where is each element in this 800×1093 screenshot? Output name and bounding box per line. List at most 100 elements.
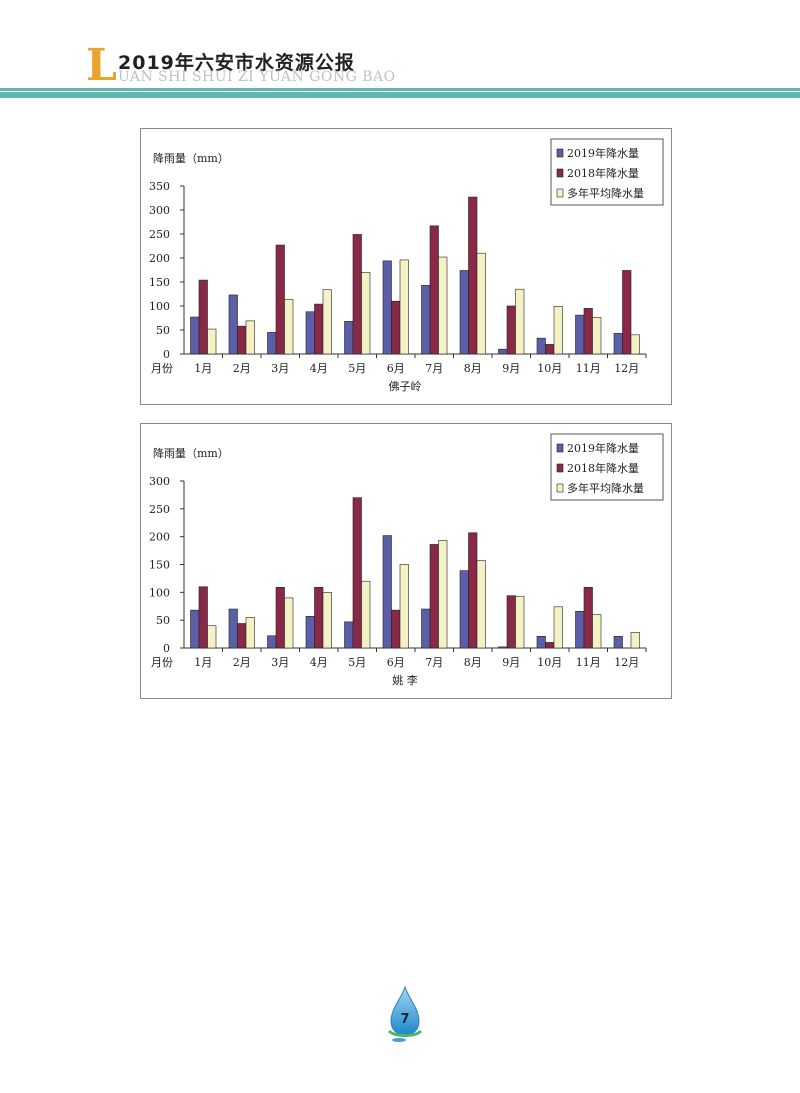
chart1-x-tick-label: 10月 (537, 362, 562, 375)
chart1-y-tick-label: 250 (149, 228, 170, 241)
chart-yaoli-svg: 降雨量（mm） 0 50 100 150 200 250 300 1月 2月 3月 4月 5月 6月 7月 8… (149, 433, 664, 687)
chart1-bar-2019 (613, 333, 623, 355)
chart2-x-tick-label: 12月 (614, 656, 639, 669)
chart1-bar-2019 (382, 260, 392, 355)
chart2-x-tick-label: 5月 (348, 656, 366, 669)
chart1-legend-label: 2019年降水量 (567, 146, 639, 160)
chart-fuziling: 降雨量（mm） 0 50 100 150 200 250 300 350 1月 2月 3月 4月 5月 6月… (140, 128, 672, 405)
chart2-y-tick-label: 250 (149, 503, 170, 516)
chart2-bar-2018 (506, 595, 516, 649)
chart1-x-tick-label: 9月 (502, 362, 520, 375)
chart2-x-tick-label: 1月 (194, 656, 212, 669)
chart1-legend (550, 138, 664, 206)
chart2-bar-2019 (267, 635, 277, 649)
chart1-bar-avg (322, 289, 332, 355)
chart2-x-tick-label: 9月 (502, 656, 520, 669)
chart1-bar-2018 (352, 234, 362, 355)
chart1-bar-2019 (228, 294, 238, 355)
chart2-bar-2019 (305, 615, 315, 649)
chart2-bar-2019 (459, 570, 469, 649)
chart1-y-tick-label: 350 (149, 180, 170, 193)
chart1-bar-2018 (622, 270, 632, 355)
chart1-x-tick-label: 5月 (348, 362, 366, 375)
chart2-y-tick-label: 300 (149, 475, 170, 488)
chart2-x-tick-label: 6月 (387, 656, 405, 669)
chart2-bar-2018 (391, 609, 401, 649)
chart2-bar-avg (361, 580, 371, 649)
chart-yaoli: 降雨量（mm） 0 50 100 150 200 250 300 1月 2月 3月 4月 5月 6月 7月 8… (140, 423, 672, 699)
chart1-bar-2019 (344, 321, 354, 355)
chart2-bar-avg (207, 625, 217, 649)
chart2-bar-2018 (545, 642, 555, 649)
chart1-x-tick-label: 1月 (194, 362, 212, 375)
chart2-legend-label: 2018年降水量 (567, 461, 639, 475)
chart2-y-tick-label: 0 (163, 642, 170, 655)
chart2-bar-2018 (237, 623, 247, 649)
chart1-y-tick-label: 200 (149, 252, 170, 265)
page-header: L 2019年六安市水资源公报 UAN SHI SHUI ZI YUAN GON… (0, 0, 800, 100)
chart2-bar-avg (438, 540, 448, 649)
chart1-bar-avg (207, 328, 217, 355)
chart2-bar-2019 (421, 608, 431, 649)
chart1-legend-swatch (556, 148, 564, 158)
chart1-bar-2018 (429, 225, 439, 355)
chart2-legend-swatch (556, 483, 564, 493)
chart1-bar-avg (284, 298, 294, 355)
chart2-bar-avg (515, 595, 525, 649)
chart1-bar-2019 (459, 270, 469, 355)
chart2-x-tick-label: 4月 (310, 656, 328, 669)
chart1-bar-avg (476, 252, 486, 355)
chart2-bar-avg (322, 592, 332, 649)
chart2-bar-2018 (275, 587, 285, 649)
chart1-bar-avg (630, 334, 640, 355)
chart2-x-tick-label: 7月 (425, 656, 443, 669)
chart2-y-tick-label: 200 (149, 531, 170, 544)
chart2-x-tick-label: 3月 (271, 656, 289, 669)
header-logo-letter: L (86, 40, 117, 91)
chart1-bar-2019 (536, 337, 546, 355)
chart1-x-axis-prefix: 月份 (151, 362, 173, 375)
chart2-bar-avg (399, 564, 409, 649)
chart1-x-tick-label: 11月 (576, 362, 601, 375)
chart-fuziling-svg: 降雨量（mm） 0 50 100 150 200 250 300 350 1月 2月 3月 4月 5月 6月… (149, 138, 664, 393)
chart2-y-tick-label: 50 (156, 614, 170, 627)
chart2-bar-2018 (429, 544, 439, 649)
chart1-station-label: 佛子岭 (389, 379, 422, 393)
chart2-bar-2018 (468, 532, 478, 649)
chart2-x-tick-label: 10月 (537, 656, 562, 669)
water-drop-page-icon: 7 (385, 985, 425, 1043)
chart1-bar-avg (438, 256, 448, 355)
chart1-bar-2019 (305, 311, 315, 355)
chart1-y-tick-label: 0 (163, 348, 170, 361)
chart2-bar-avg (592, 614, 602, 649)
chart1-bar-2018 (237, 325, 247, 355)
chart2-x-axis-prefix: 月份 (151, 656, 173, 669)
chart2-bar-2019 (498, 646, 508, 649)
chart2-bar-avg (630, 632, 640, 649)
chart2-bar-2019 (382, 535, 392, 649)
chart1-bar-avg (515, 288, 525, 355)
chart1-bar-2019 (267, 332, 277, 355)
chart1-legend-swatch (556, 188, 564, 198)
chart1-x-tick-label: 8月 (464, 362, 482, 375)
chart1-y-tick-label: 50 (156, 324, 170, 337)
chart1-bar-2018 (275, 244, 285, 355)
chart2-y-tick-label: 150 (149, 559, 170, 572)
chart1-bar-avg (245, 320, 255, 355)
chart2-bar-2018 (198, 586, 208, 649)
chart2-bar-avg (284, 597, 294, 649)
chart1-bar-avg (592, 317, 602, 355)
chart1-bar-2018 (391, 300, 401, 355)
chart1-x-tick-label: 2月 (233, 362, 251, 375)
chart1-x-tick-label: 4月 (310, 362, 328, 375)
chart2-bar-2019 (190, 609, 200, 649)
chart1-bar-2019 (190, 316, 200, 355)
page-number: 7 (400, 1012, 409, 1027)
chart2-legend-swatch (556, 463, 564, 473)
chart1-y-tick-label: 100 (149, 300, 170, 313)
chart2-bar-2018 (352, 497, 362, 649)
chart1-bar-2019 (575, 314, 585, 355)
chart2-station-label: 姚 李 (392, 673, 418, 687)
chart2-bar-avg (553, 606, 563, 649)
chart2-legend (550, 433, 664, 501)
